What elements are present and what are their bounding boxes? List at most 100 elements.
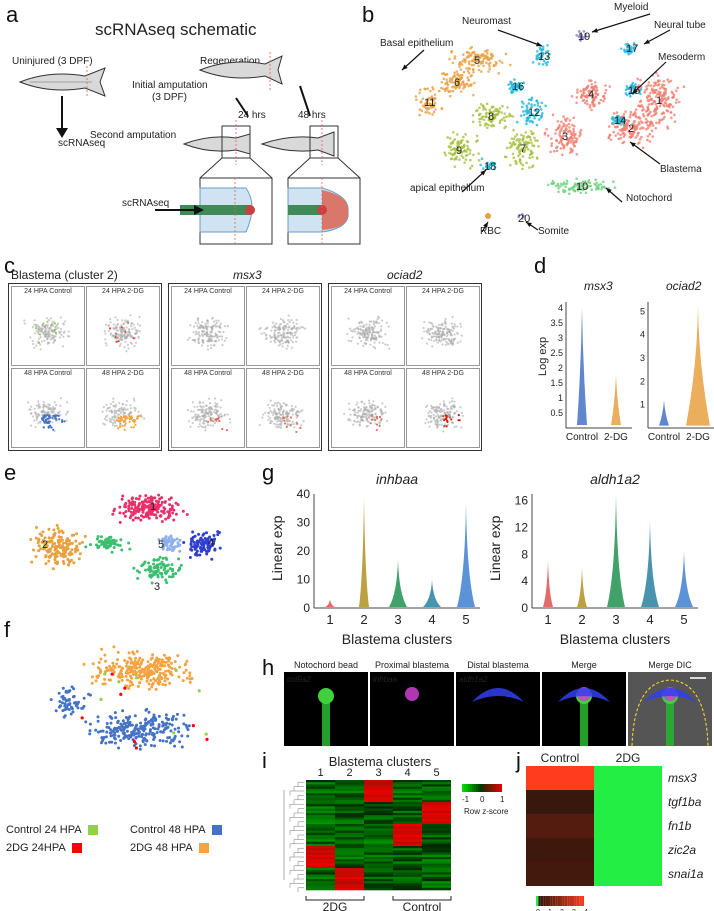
tsne-cluster-10: 10 — [546, 177, 617, 196]
g-violin-cluster-1 — [325, 599, 335, 607]
label-rbc: RBC — [480, 226, 502, 237]
i-dendrogram — [283, 781, 304, 893]
g-xtick: 2 — [360, 612, 367, 627]
f-red-point — [110, 672, 114, 676]
f-green-point — [99, 697, 103, 701]
f-red-point — [205, 737, 209, 741]
h-title: Merge DIC — [648, 660, 692, 670]
f-green-point — [103, 672, 107, 676]
i-col-label: 3 — [375, 767, 381, 779]
zoom-box-24h — [155, 157, 273, 245]
mini-tsne-points — [27, 397, 70, 433]
mini-tsne: 24 HPA Control — [11, 286, 85, 366]
i-col-label: 1 — [317, 767, 323, 779]
h-gene-label: col9a2 — [287, 675, 311, 684]
c-title-msx3: msx3 — [233, 268, 262, 282]
panel-label-g: g — [262, 460, 275, 485]
label-myeloid: Myeloid — [614, 2, 649, 13]
d-ytick: 0.5 — [550, 408, 563, 418]
g-ylabel-1: Linear exp — [487, 515, 503, 581]
tsne-cluster-5: 5 — [448, 45, 512, 75]
j-cell — [594, 862, 662, 886]
j-legend-tick: 0 — [536, 909, 540, 911]
tsne-cluster-15: 15 — [624, 81, 643, 98]
mini-tsne: 24 HPA 2-DG — [406, 286, 480, 366]
g-violin-cluster-3 — [607, 494, 625, 607]
cluster-number: 2 — [628, 123, 634, 135]
tsne-cluster-12: 12 — [515, 96, 547, 127]
mini-tsne-label: 24 HPA 2-DG — [422, 288, 464, 295]
i-col-label: 4 — [404, 767, 410, 779]
mini-tsne-label: 24 HPA Control — [184, 288, 232, 295]
tsne-cluster-19: 19 — [575, 30, 590, 43]
cluster-number: 4 — [588, 89, 594, 101]
callout-arrowhead — [644, 39, 650, 44]
g-ytick: 10 — [297, 573, 311, 587]
c-title-ociad2: ociad2 — [387, 268, 423, 282]
g-xtick: 1 — [544, 612, 551, 627]
j-legend-tick: 4 — [584, 909, 588, 911]
mini-tsne-points — [343, 399, 389, 432]
j-col-label: Control — [541, 751, 580, 765]
panel-label-j: j — [516, 748, 521, 773]
mini-tsne-points — [424, 397, 464, 433]
d-violin-2-dg — [686, 306, 710, 426]
callout-arrowhead — [483, 222, 488, 228]
h-image-3 — [542, 672, 626, 746]
legend-swatch-orange — [199, 843, 210, 854]
initial-amputation-label: Initial amputation — [132, 80, 208, 91]
g-ytick: 40 — [297, 487, 311, 501]
h-image-0: col9a2 — [284, 672, 368, 746]
d-ytick: 4 — [558, 303, 563, 313]
cluster-number: 9 — [456, 145, 462, 157]
tsne-cluster-3: 3 — [543, 113, 583, 157]
f-green-point — [117, 680, 121, 684]
mini-tsne-points — [258, 399, 305, 434]
cluster-number: 18 — [484, 161, 496, 173]
cluster-number: 16 — [512, 81, 524, 93]
j-gene-label: msx3 — [668, 771, 697, 785]
h-image-1: inhbaa — [370, 672, 454, 746]
d-title-1: ociad2 — [666, 279, 702, 293]
h-title: Notochord bead — [293, 660, 359, 670]
legend-swatch-green — [88, 825, 99, 836]
microscopy-row: Notochord bead col9a2 Proximal blastema inh… — [284, 660, 714, 748]
tsne-cluster-20: 20 — [517, 212, 530, 225]
d-ytick: 3.5 — [550, 318, 563, 328]
mini-tsne: 24 HPA Control — [171, 286, 245, 366]
f-red-point — [191, 724, 195, 728]
f-condition-points — [82, 645, 194, 691]
e-cluster-label: 4 — [208, 537, 214, 549]
g-xtick: 5 — [680, 612, 687, 627]
e-cluster-points — [132, 555, 183, 585]
callout-arrowhead — [606, 188, 612, 194]
g-violin-cluster-3 — [389, 559, 407, 607]
tsne-cluster-18: 18 — [479, 157, 497, 173]
callout-arrow — [591, 13, 651, 33]
tsne-cluster-7: 7 — [503, 128, 540, 171]
callout-arrow — [629, 141, 661, 165]
d-xtick: 2-DG — [686, 432, 710, 443]
cluster-number: 11 — [424, 97, 435, 109]
i-bracket-2dg — [305, 896, 365, 901]
i-col-label: 5 — [433, 767, 439, 779]
e-cluster-points — [111, 493, 189, 524]
d-ytick: 2.5 — [550, 348, 563, 358]
d-xtick: Control — [648, 432, 680, 443]
j-legend-tick: 2 — [560, 909, 564, 911]
tsne-cluster-14: 14 — [610, 114, 626, 127]
cluster-number: 6 — [454, 77, 460, 89]
j-legend-tick: 1 — [548, 909, 552, 911]
g-xtick: 2 — [578, 612, 585, 627]
violin-plot-d: Log exp msx3 0.5 1 1.5 2 2.5 3 3.5 4 Control 2-DG oc… — [537, 279, 714, 443]
g-ytick: 16 — [515, 494, 529, 508]
d-violin-2-dg — [611, 374, 621, 425]
tsne-blastema-conditions — [49, 645, 209, 751]
d-ytick: 2 — [558, 363, 563, 373]
g-violin-cluster-1 — [543, 561, 553, 607]
f-red-point — [134, 746, 139, 750]
mini-tsne-label: 24 HPA Control — [24, 288, 72, 295]
d-ytick: 3 — [640, 353, 645, 363]
f-condition-points — [84, 707, 191, 751]
